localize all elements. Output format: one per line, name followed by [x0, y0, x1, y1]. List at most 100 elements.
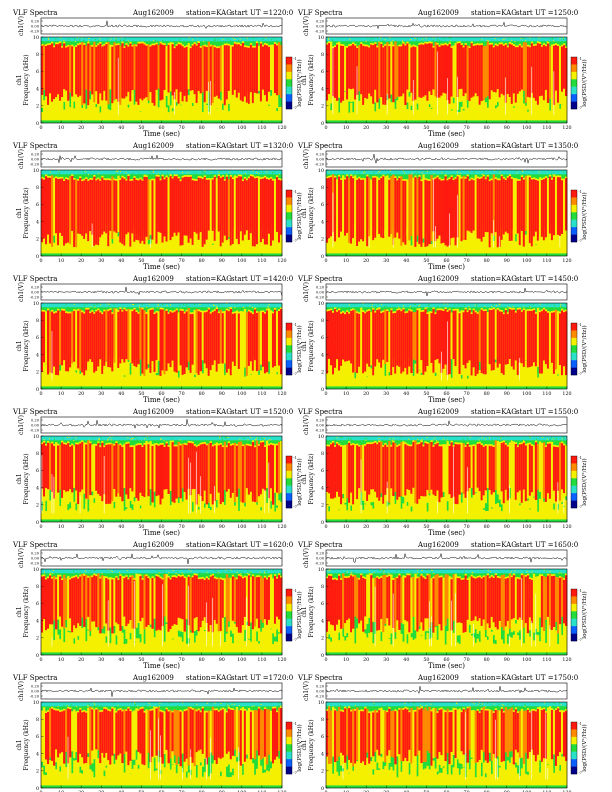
waveform-tick-label: 0.20 — [31, 153, 40, 157]
panel-title-start-ut: start UT =1520:0 — [231, 408, 293, 416]
spectrogram-low-cell — [364, 102, 367, 121]
spectrogram-low-cell — [330, 109, 333, 121]
spectrogram-low-cell — [235, 761, 239, 786]
spectrogram-band-cell — [41, 311, 44, 373]
spectrogram-band-cell-weak — [430, 175, 433, 242]
spectrogram-speckle — [425, 37, 427, 39]
spectrogram-band-cell — [516, 309, 520, 376]
spectrogram-low-cell — [223, 504, 227, 520]
spectrogram-speckle — [120, 39, 122, 41]
spectrogram-speckle — [264, 572, 266, 574]
spectrogram-speckle — [247, 439, 249, 441]
spectrogram-band-cell — [65, 47, 68, 91]
spectrogram-band-cell — [181, 576, 184, 620]
spectrogram-band-cell — [348, 442, 351, 503]
spectrogram-band-cell — [472, 446, 475, 495]
spectrogram-low-cell — [117, 492, 120, 520]
spectrogram-band-cell — [139, 179, 142, 244]
spectrogram-band-cell-weak — [384, 309, 387, 365]
spectrogram-speckle — [183, 304, 185, 306]
spectrogram-x-tick-label: 70 — [464, 125, 470, 131]
spectrogram-low-cell — [402, 245, 405, 254]
spectrogram-low-cell — [440, 100, 443, 121]
spectrogram-x-tick-label: 80 — [484, 657, 490, 663]
spectrogram-dropout — [133, 580, 135, 647]
colorbar-segment — [571, 337, 577, 346]
spectrogram-low-cell — [213, 364, 217, 387]
spectrogram-band-cell — [480, 44, 483, 102]
spectrogram-low-cell — [227, 111, 231, 121]
spectrogram-low-cell — [57, 760, 60, 786]
spectrogram-band-cell-weak — [165, 45, 168, 97]
spectrogram-speckle — [222, 38, 224, 40]
spectrogram-low-cell — [231, 101, 235, 121]
spectrogram-band-cell — [225, 712, 229, 754]
spectrogram-x-tick-label: 40 — [118, 391, 124, 397]
spectrogram-band-cell — [516, 578, 520, 620]
spectrogram-speckle — [502, 436, 504, 438]
spectrogram-band-cell — [117, 710, 120, 756]
spectrogram-low-cell — [338, 640, 341, 653]
spectrogram-speckle — [347, 437, 349, 439]
spectrogram-low-cell — [550, 491, 554, 520]
spectrogram-low-cell — [135, 510, 138, 520]
spectrogram-speckle — [412, 436, 414, 438]
spectrogram-band-cell — [470, 179, 473, 233]
spectrogram-low-cell — [558, 108, 562, 121]
spectrogram-speckle — [487, 569, 489, 571]
spectrogram-band-cell — [155, 708, 158, 756]
spectrogram-band-cell — [97, 443, 100, 494]
colorbar-segment — [286, 478, 292, 486]
spectrogram-channel-label: ch1 — [16, 207, 23, 218]
spectrogram-band-cell — [332, 442, 335, 499]
colorbar-tick-label: -7 — [579, 505, 582, 509]
spectrogram-speckle — [476, 304, 478, 306]
spectrogram-band-cell — [472, 45, 475, 97]
spectrogram-band-cell — [205, 47, 208, 91]
spectrogram-band-cell-weak — [269, 710, 273, 762]
spectrogram-band-cell — [384, 45, 387, 105]
spectrogram-band-cell — [117, 580, 120, 625]
spectrogram-band-cell — [388, 179, 391, 237]
spectrogram-band-cell — [69, 446, 72, 490]
spectrogram-band-cell — [171, 312, 174, 361]
spectrogram-band-cell-weak — [195, 308, 198, 374]
spectrogram-low-cell — [428, 107, 431, 121]
spectrogram-band-cell — [484, 445, 487, 491]
spectrogram-band-cell — [227, 443, 231, 489]
colorbar-segment — [286, 470, 292, 479]
spectrogram-speckle — [120, 37, 122, 39]
spectrogram-x-tick-label: 100 — [522, 657, 531, 663]
spectrogram-band-cell-weak — [267, 709, 271, 755]
spectrogram-low-cell — [193, 497, 196, 520]
spectrogram-speckle — [393, 438, 395, 440]
spectrogram-y-tick-label: 2 — [36, 636, 39, 642]
spectrogram-low-cell — [199, 765, 202, 786]
spectrogram-x-tick-label: 20 — [78, 391, 84, 397]
spectrogram-low-cell — [432, 95, 435, 121]
colorbar-segment — [571, 485, 577, 494]
spectrogram-low-cell — [43, 774, 46, 786]
spectrogram-band-cell-weak — [223, 578, 227, 618]
spectrogram-band-cell — [163, 446, 166, 490]
spectrogram-band-cell — [516, 447, 520, 493]
spectrogram-speckle — [110, 439, 112, 441]
colorbar-segment — [571, 227, 577, 235]
spectrogram-speckle — [553, 40, 555, 42]
spectrogram-low-cell — [41, 510, 44, 520]
spectrogram-low-cell — [548, 110, 552, 121]
spectrogram-band-cell — [404, 444, 407, 496]
spectrogram-low-cell — [41, 244, 44, 254]
spectrogram-speckle — [468, 170, 470, 172]
spectrogram-low-cell — [267, 771, 271, 786]
spectrogram-speckle — [230, 572, 232, 574]
spectrogram-band-cell — [478, 443, 481, 492]
spectrogram-speckle — [521, 37, 523, 39]
spectrogram-band-cell-weak — [97, 709, 100, 751]
spectrogram-band-cell — [151, 45, 154, 103]
spectrogram-band-cell — [205, 311, 208, 369]
spectrogram-low-cell — [544, 91, 548, 121]
spectrogram-speckle — [416, 40, 418, 42]
spectrogram-low-cell — [67, 378, 70, 387]
spectrogram-low-cell — [191, 770, 194, 786]
